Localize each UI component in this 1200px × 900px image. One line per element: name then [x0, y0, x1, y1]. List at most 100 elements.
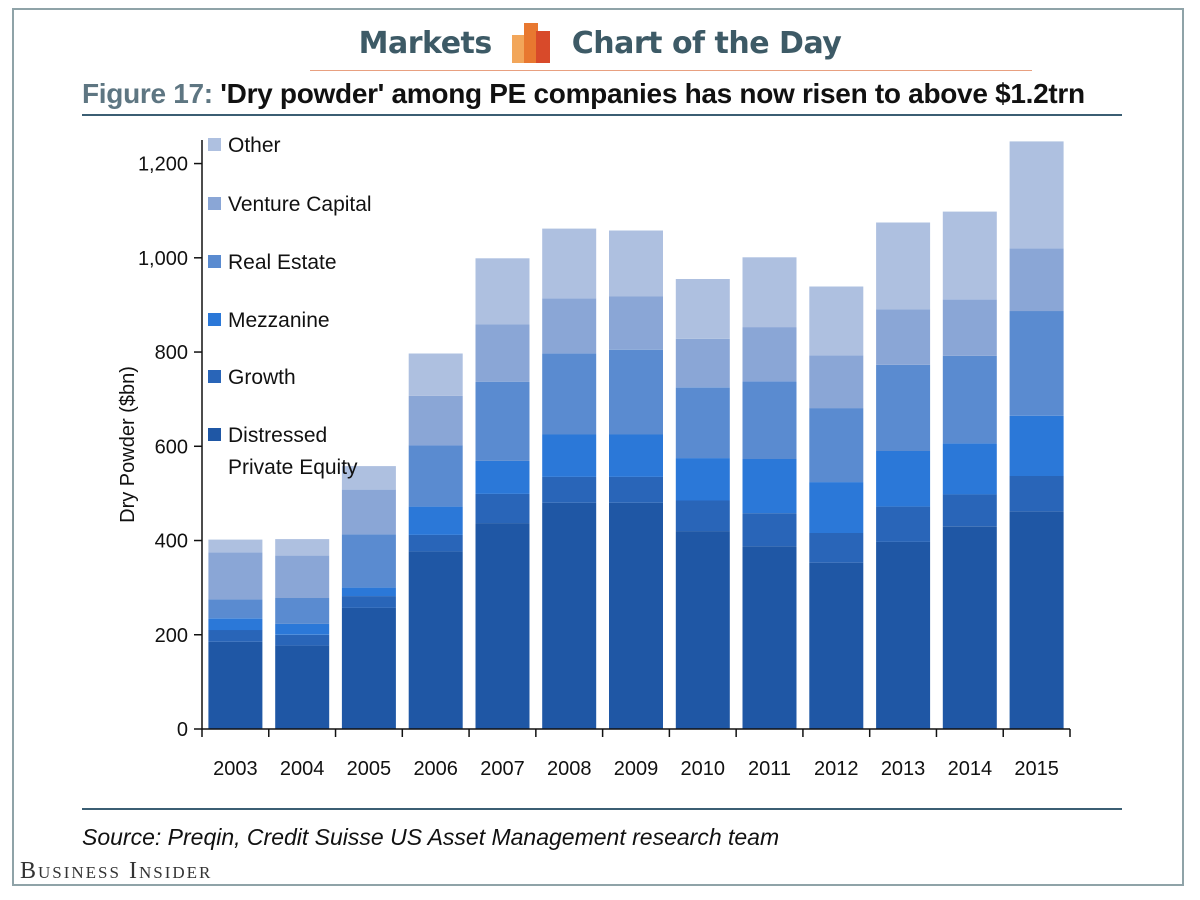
bar-2014-other — [942, 211, 997, 300]
bar-2011-venture-capital — [742, 327, 797, 382]
bar-2004-growth — [275, 634, 330, 646]
bar-2003-other — [208, 539, 263, 553]
bar-2011-growth — [742, 513, 797, 547]
title-divider — [82, 114, 1122, 116]
bar-2013-growth — [876, 506, 931, 542]
bar-2004-real-estate — [275, 598, 330, 624]
chart-of-the-day-label: Chart of the Day — [571, 25, 842, 61]
axes-group: 0 200 400 600 800 1,000 1,200 2003 2004 2005 2006 2… — [117, 140, 1071, 780]
bar-2005-growth — [341, 596, 396, 608]
bar-2007-venture-capital — [475, 324, 530, 382]
bar-2010-distressed-private-equity — [675, 531, 730, 729]
bar-2010-growth — [675, 500, 730, 532]
chart-frame — [12, 8, 1184, 886]
bar-2014-mezzanine — [942, 443, 997, 495]
banner-divider — [310, 70, 1032, 71]
bar-2012-other — [809, 286, 864, 356]
legend-swatch — [208, 370, 221, 383]
bar-2006-growth — [408, 534, 463, 552]
bar-2014-distressed-private-equity — [942, 526, 997, 729]
bar-2004-distressed-private-equity — [275, 645, 330, 729]
figure-title: Figure 17: 'Dry powder' among PE compani… — [82, 78, 1085, 110]
chart-logo-icon — [511, 23, 550, 63]
bar-2007-other — [475, 258, 530, 325]
bar-2013-real-estate — [876, 364, 931, 451]
legend-label: Real Estate — [228, 251, 337, 274]
bar-2009-venture-capital — [609, 296, 663, 350]
bar-2008-real-estate — [542, 353, 597, 435]
figure-title-text: 'Dry powder' among PE companies has now … — [220, 78, 1085, 109]
bar-2007-distressed-private-equity — [475, 523, 530, 729]
y-tick-label: 200 — [155, 625, 188, 647]
bar-2013-mezzanine — [876, 451, 931, 507]
x-tick-label: 2007 — [480, 758, 525, 780]
bar-2009-growth — [609, 476, 663, 503]
bar-2015-mezzanine — [1009, 415, 1064, 476]
bar-2007-mezzanine — [475, 460, 530, 494]
legend-swatch — [208, 197, 221, 210]
logo-bar-3 — [535, 31, 550, 63]
y-tick-label: 1,000 — [138, 248, 188, 270]
brand-logo: Business Insider — [20, 858, 213, 884]
bar-2010-venture-capital — [675, 338, 730, 388]
bar-2005-mezzanine — [341, 587, 396, 597]
bar-2009-real-estate — [609, 349, 663, 435]
bar-2010-mezzanine — [675, 458, 730, 501]
bar-2011-mezzanine — [742, 459, 797, 514]
bar-2005-venture-capital — [341, 489, 396, 535]
bar-2013-other — [876, 222, 931, 310]
bar-2009-distressed-private-equity — [609, 502, 663, 729]
y-tick-label: 400 — [155, 531, 188, 553]
bar-2009-other — [609, 230, 663, 297]
legend-swatch — [208, 255, 221, 268]
bar-2011-other — [742, 257, 797, 327]
bar-2011-real-estate — [742, 381, 797, 459]
logo-bar-1 — [511, 35, 526, 63]
legend-swatch — [208, 313, 221, 326]
bar-2004-other — [275, 539, 330, 556]
bar-2006-real-estate — [408, 445, 463, 507]
bar-2015-real-estate — [1009, 311, 1064, 416]
bar-2004-mezzanine — [275, 623, 330, 635]
source-note: Source: Preqin, Credit Suisse US Asset M… — [82, 824, 780, 850]
x-tick-label: 2015 — [1014, 758, 1059, 780]
bar-2015-distressed-private-equity — [1009, 511, 1064, 729]
y-tick-label: 1,200 — [138, 154, 188, 176]
bar-2010-real-estate — [675, 387, 730, 459]
bar-2012-real-estate — [809, 408, 864, 483]
x-tick-label: 2010 — [681, 758, 726, 780]
legend-label: Mezzanine — [228, 309, 330, 332]
legend-label: Other — [228, 134, 281, 157]
x-tick-label: 2009 — [614, 758, 659, 780]
bar-2003-distressed-private-equity — [208, 641, 263, 729]
bar-2004-venture-capital — [275, 555, 330, 598]
y-tick-label: 600 — [155, 436, 188, 458]
legend-label: Private Equity — [228, 456, 358, 479]
bar-2005-other — [341, 466, 396, 490]
bar-2008-other — [542, 228, 597, 299]
bar-2006-other — [408, 353, 463, 396]
bar-2008-distressed-private-equity — [542, 502, 597, 729]
bar-2012-mezzanine — [809, 482, 864, 533]
bar-2003-real-estate — [208, 599, 263, 619]
bar-2011-distressed-private-equity — [742, 546, 797, 729]
x-tick-label: 2013 — [881, 758, 926, 780]
x-tick-label: 2014 — [948, 758, 993, 780]
legend-label: Distressed — [228, 424, 327, 447]
legend-group: Other Venture Capital Real Estate Mezzanine… — [208, 134, 372, 479]
x-tick-label: 2005 — [347, 758, 392, 780]
x-tick-label: 2004 — [280, 758, 325, 780]
bar-2012-distressed-private-equity — [809, 562, 864, 729]
header-banner: Markets Chart of the Day — [0, 18, 1200, 68]
bar-2003-mezzanine — [208, 618, 263, 631]
bar-2013-venture-capital — [876, 309, 931, 365]
bar-2009-mezzanine — [609, 434, 663, 477]
x-tick-label: 2008 — [547, 758, 592, 780]
legend-swatch — [208, 428, 221, 441]
bar-2015-other — [1009, 141, 1064, 249]
y-tick-label: 0 — [177, 719, 188, 741]
bar-2005-distressed-private-equity — [341, 607, 396, 729]
legend-label: Venture Capital — [228, 193, 372, 216]
bar-2006-venture-capital — [408, 395, 463, 446]
